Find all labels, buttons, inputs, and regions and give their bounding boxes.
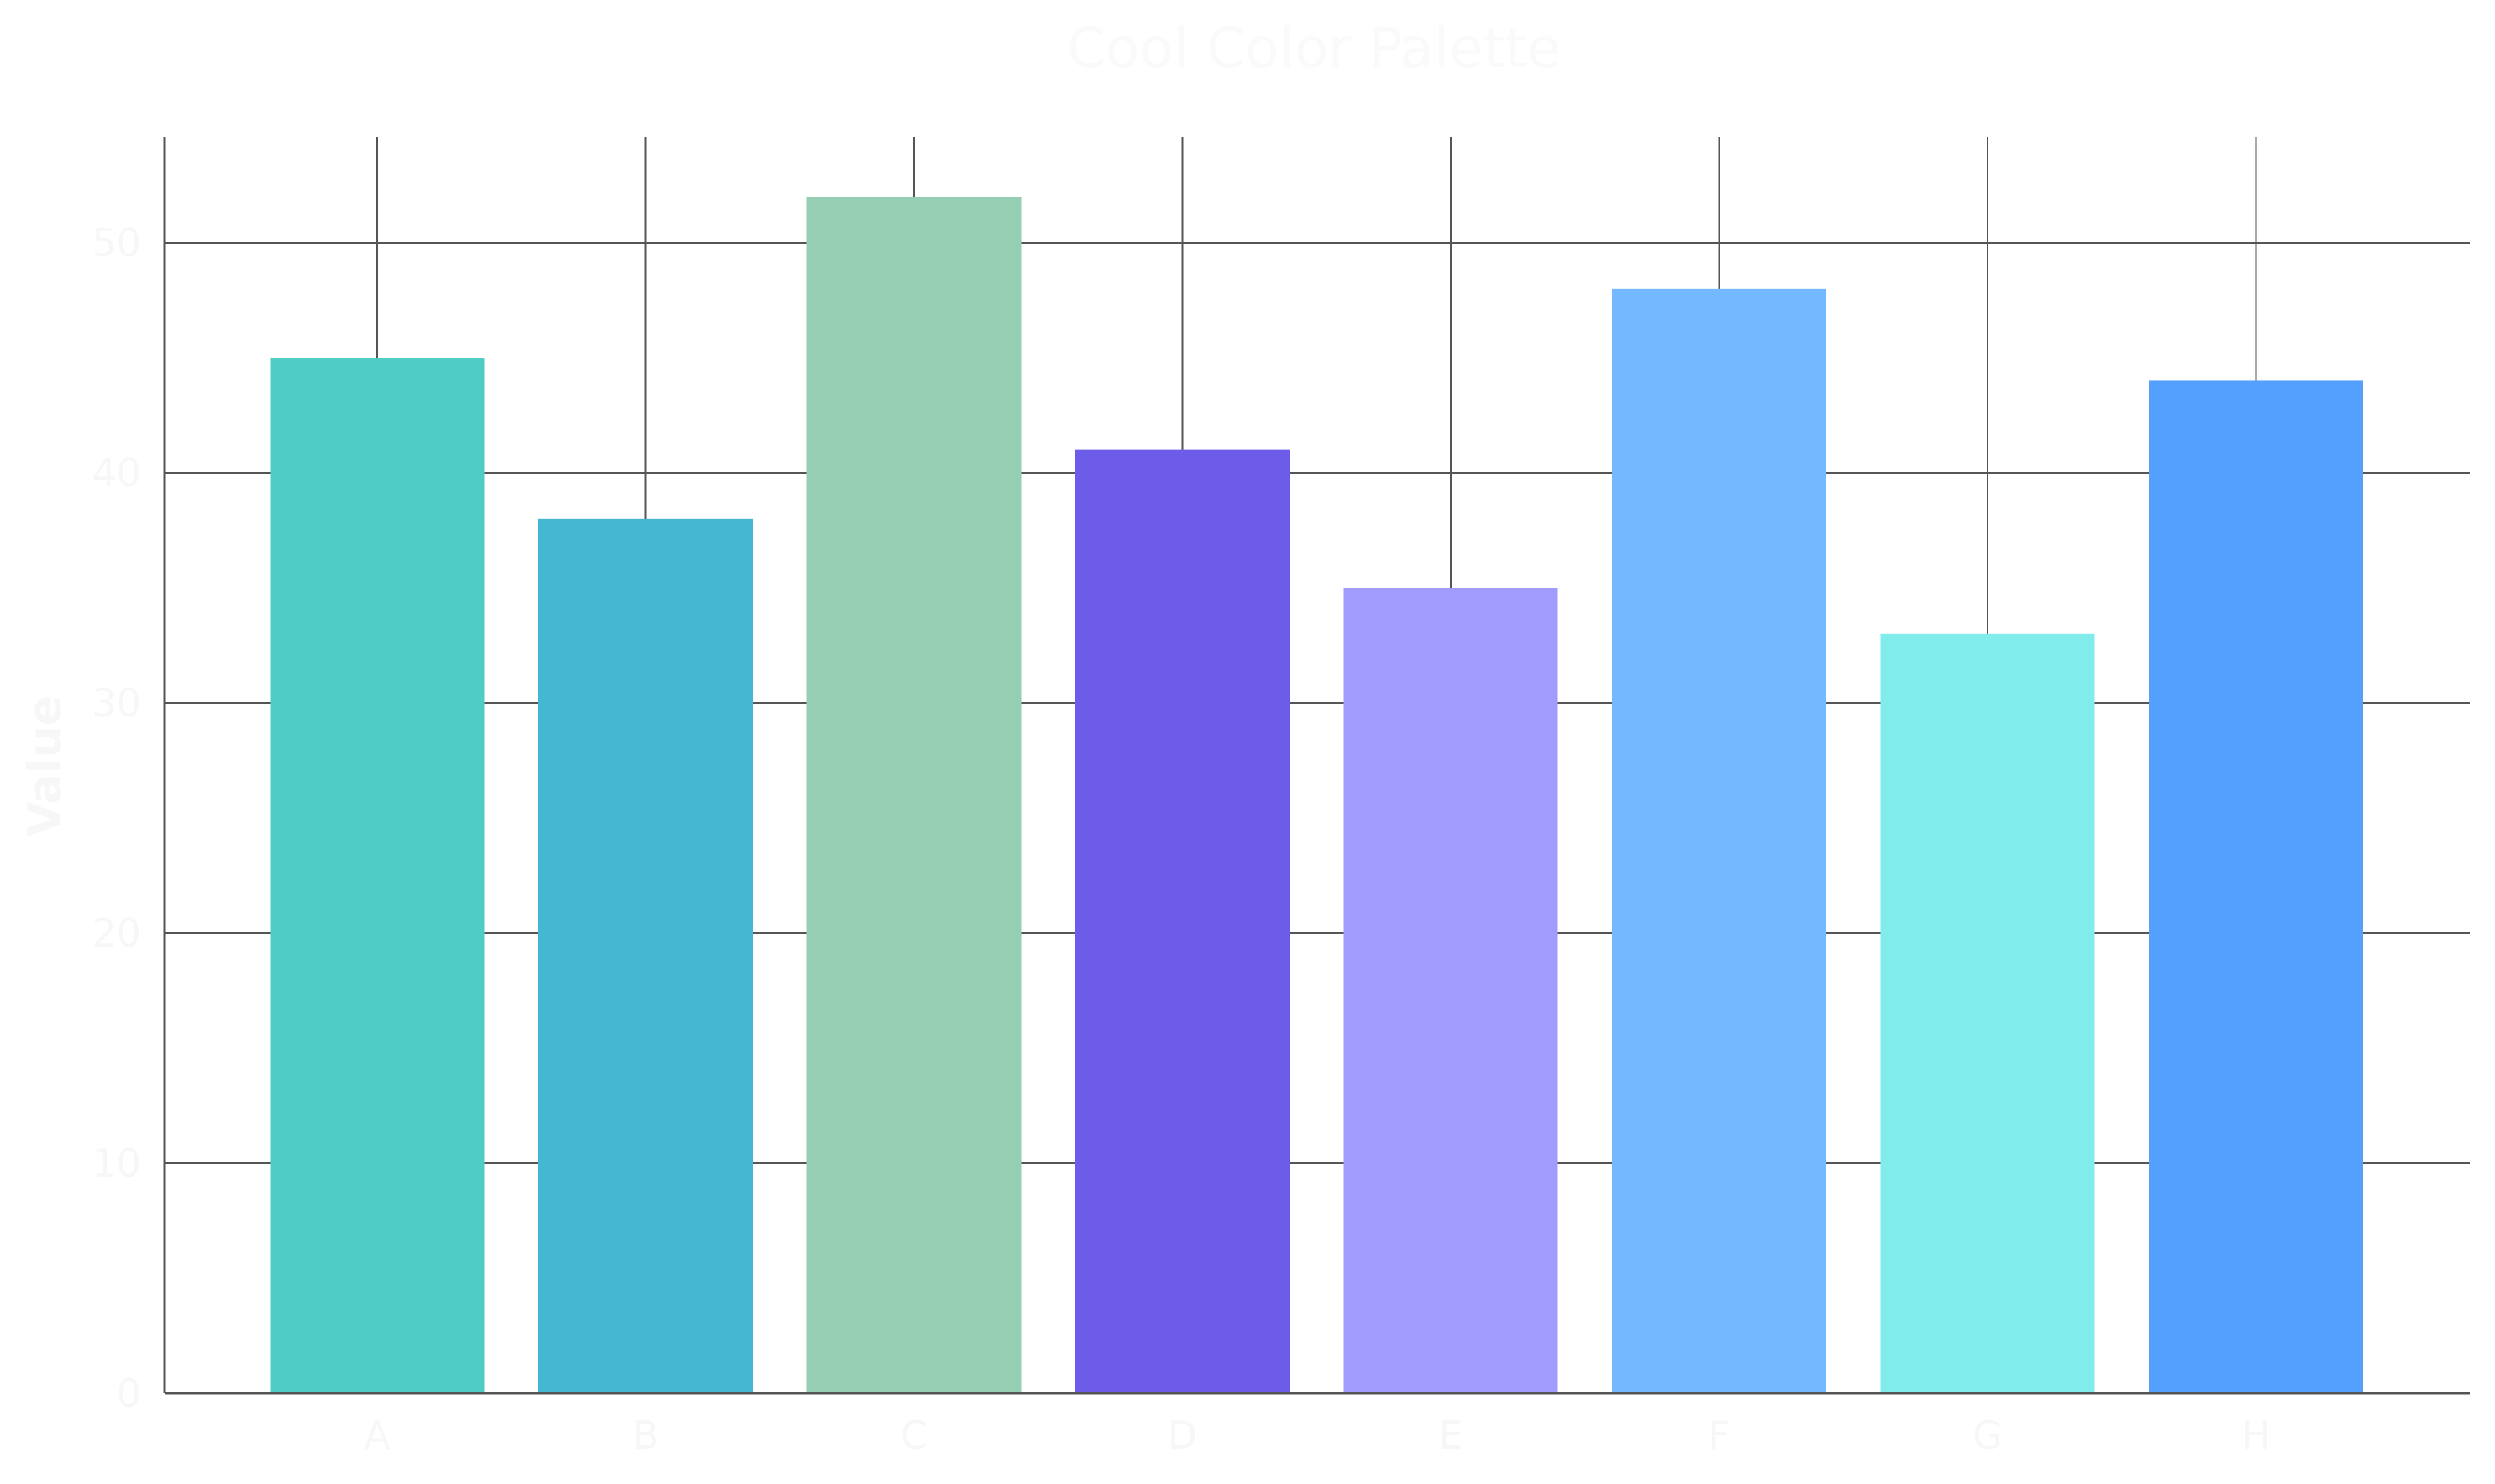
bar-d <box>1075 449 1290 1393</box>
x-tick-label: F <box>1708 1413 1730 1458</box>
x-tick-label: G <box>1972 1413 2003 1458</box>
bar-b <box>538 518 753 1393</box>
bar-h <box>2149 380 2363 1393</box>
bar-c <box>806 197 1022 1394</box>
x-tick-label: B <box>633 1413 659 1458</box>
y-tick-label: 0 <box>117 1371 141 1416</box>
bar-f <box>1612 288 1826 1393</box>
x-tick-label: A <box>364 1413 391 1458</box>
bar-a <box>270 358 485 1393</box>
bar-g <box>1880 633 2095 1393</box>
bars <box>270 197 2363 1394</box>
axes <box>163 137 2470 1395</box>
x-tick-labels: A B C D E F G H <box>364 1413 2271 1458</box>
y-tick-labels: 0 10 20 30 40 50 <box>92 220 141 1416</box>
bar-e <box>1343 588 1558 1393</box>
x-tick-label: C <box>901 1413 927 1458</box>
x-tick-label: H <box>2241 1413 2271 1458</box>
y-tick-label: 50 <box>92 220 141 265</box>
y-axis-label: Value <box>18 695 71 837</box>
grid-lines <box>165 137 2470 1393</box>
x-tick-label: D <box>1168 1413 1197 1458</box>
y-tick-label: 40 <box>92 450 141 496</box>
y-tick-label: 30 <box>92 680 141 726</box>
y-tick-label: 10 <box>92 1141 141 1186</box>
y-tick-label: 20 <box>92 910 141 956</box>
x-tick-label: E <box>1438 1413 1463 1458</box>
chart-title: Cool Color Palette <box>1067 16 1561 81</box>
